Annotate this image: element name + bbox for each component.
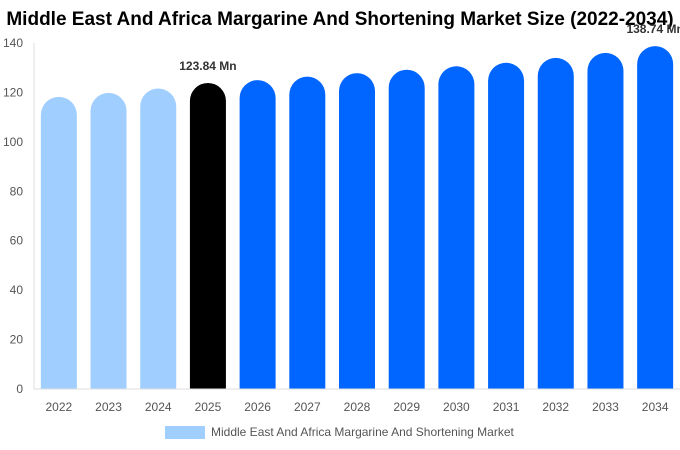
data-labels-group: 123.84 Mn 138.74 Mn — [179, 22, 680, 73]
bar-2022 — [40, 96, 77, 390]
y-tick-label: 60 — [10, 234, 24, 248]
bar-2033 — [587, 52, 624, 389]
bars-group — [40, 46, 674, 390]
x-tick-label: 2034 — [642, 400, 669, 414]
x-tick-label: 2023 — [95, 400, 122, 414]
y-tick-label: 140 — [3, 36, 23, 50]
x-tick-label: 2022 — [45, 400, 72, 414]
y-tick-label: 120 — [3, 85, 23, 99]
x-tick-label: 2033 — [592, 400, 619, 414]
bar-2032 — [537, 57, 574, 389]
bar-2027 — [289, 76, 326, 390]
chart-title: Middle East And Africa Margarine And Sho… — [6, 9, 674, 30]
data-label: 138.74 Mn — [626, 22, 680, 36]
y-axis: 0 20 40 60 80 100 120 140 — [3, 36, 35, 396]
legend-swatch — [165, 425, 205, 439]
bar-2031 — [488, 62, 525, 389]
y-tick-label: 0 — [16, 382, 23, 396]
x-tick-label: 2024 — [145, 400, 172, 414]
x-tick-label: 2027 — [294, 400, 321, 414]
x-tick-label: 2025 — [195, 400, 222, 414]
legend: Middle East And Africa Margarine And Sho… — [165, 425, 514, 439]
y-tick-label: 100 — [3, 135, 23, 149]
y-tick-label: 80 — [10, 184, 24, 198]
x-tick-label: 2026 — [244, 400, 271, 414]
data-label: 123.84 Mn — [179, 59, 236, 73]
bar-2030 — [438, 66, 475, 389]
legend-label: Middle East And Africa Margarine And Sho… — [211, 425, 514, 439]
bar-2026 — [239, 80, 276, 390]
x-tick-label: 2028 — [344, 400, 371, 414]
x-tick-label: 2030 — [443, 400, 470, 414]
y-tick-label: 20 — [10, 333, 24, 347]
y-tick-label: 40 — [10, 283, 24, 297]
bar-2029 — [388, 69, 425, 389]
x-tick-label: 2031 — [493, 400, 520, 414]
x-tick-label: 2032 — [542, 400, 569, 414]
bar-2034 — [637, 46, 674, 389]
bar-2025 — [189, 82, 226, 389]
bar-2028 — [339, 73, 375, 389]
bar-2024 — [140, 88, 177, 389]
bar-2023 — [90, 92, 127, 390]
x-tick-label: 2029 — [393, 400, 420, 414]
x-axis: 2022 2023 2024 2025 2026 2027 2028 2029 2030 2031… — [34, 388, 680, 414]
